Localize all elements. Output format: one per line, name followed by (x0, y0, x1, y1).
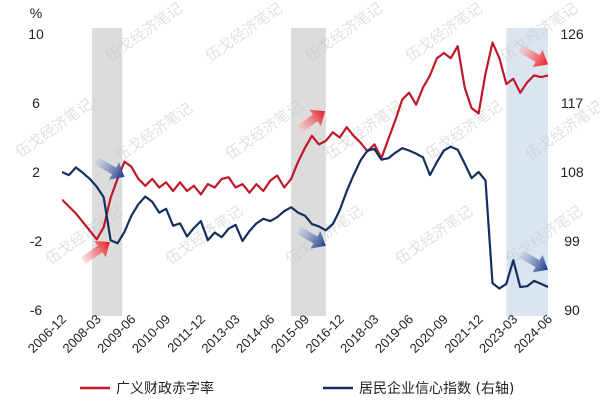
right-axis: 126 117 108 99 90 (560, 26, 584, 318)
arrow-6 (518, 250, 548, 273)
shaded-period-2 (291, 28, 326, 316)
right-tick-label: 117 (561, 95, 584, 111)
left-axis-unit: % (30, 5, 42, 21)
watermark-text: 伍戈经济笔记 (12, 95, 96, 161)
arrow-1 (81, 240, 110, 264)
watermark-text: 伍戈经济笔记 (392, 202, 476, 268)
shaded-period-3 (506, 28, 548, 316)
legend-label-1: 广义财政赤字率 (116, 380, 214, 397)
left-tick-label: 10 (28, 26, 44, 42)
right-tick-label: 126 (560, 26, 584, 42)
right-tick-label: 99 (564, 233, 580, 249)
watermark-text: 伍戈经济笔记 (402, 0, 486, 65)
right-tick-label: 90 (564, 302, 580, 318)
arrow-5 (518, 44, 548, 68)
trend-arrows (81, 44, 548, 273)
series-line-2 (62, 145, 548, 290)
arrow-2 (94, 157, 125, 180)
legend-label-2: 居民企业信心指数 (右轴) (359, 380, 514, 397)
left-tick-label: -2 (30, 233, 43, 249)
x-tick-label: 2010-09 (129, 312, 173, 356)
arrow-3 (296, 109, 326, 133)
watermark-text: 伍戈经济笔记 (422, 97, 506, 163)
series-line-1 (62, 41, 548, 241)
left-tick-label: 6 (32, 95, 40, 111)
right-tick-label: 108 (560, 164, 584, 180)
legend: 广义财政赤字率 居民企业信心指数 (右轴) (80, 380, 514, 397)
x-axis: 2006-122008-032009-062010-092011-122013-… (25, 312, 555, 356)
left-tick-label: -6 (30, 302, 43, 318)
x-tick-label: 2024-06 (511, 312, 555, 356)
arrow-4 (296, 226, 326, 249)
watermark-text: 伍戈经济笔记 (162, 202, 246, 268)
watermark-text: 伍戈经济笔记 (202, 0, 286, 65)
left-axis: % 10 6 2 -2 -6 (28, 5, 44, 318)
left-tick-label: 2 (32, 164, 40, 180)
watermark-text: 伍戈经济笔记 (112, 99, 196, 165)
